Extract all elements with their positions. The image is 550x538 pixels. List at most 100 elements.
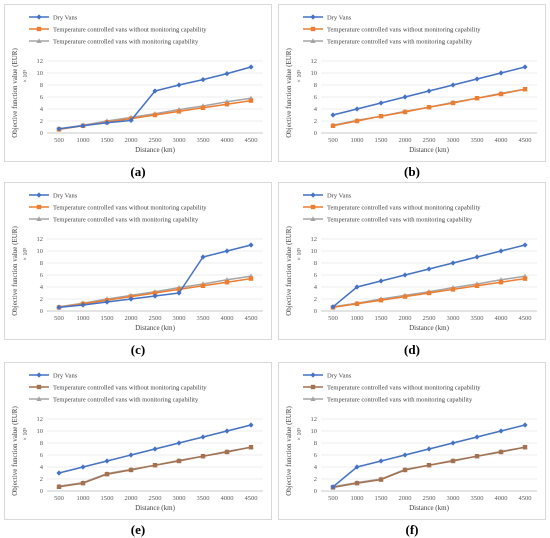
y-tick-label: 12 <box>311 416 318 423</box>
data-point <box>248 64 254 70</box>
x-tick-label: 2500 <box>423 315 436 322</box>
line-chart: Dry Vans Temperature controlled vans with… <box>11 14 263 154</box>
data-point <box>152 88 158 94</box>
data-point <box>152 290 158 296</box>
legend-marker <box>36 38 42 43</box>
chart-panel-4: Dry Vans Temperature controlled vans with… <box>278 182 546 340</box>
legend-label: Temperature controlled vans without moni… <box>53 384 207 391</box>
y-tick-label: 12 <box>37 58 44 65</box>
data-point <box>224 428 230 434</box>
x-tick-label: 4500 <box>245 495 258 502</box>
data-point <box>330 304 336 310</box>
y-axis-label: Objective function value (EUR) <box>11 48 19 138</box>
legend-marker <box>310 26 316 32</box>
data-point <box>224 71 230 77</box>
data-point <box>354 284 360 290</box>
data-point <box>450 82 456 88</box>
x-tick-label: 1500 <box>375 315 388 322</box>
data-point <box>104 472 110 477</box>
y-axis-exponent: × 10⁵ <box>23 70 29 83</box>
data-point <box>152 293 158 299</box>
x-tick-label: 3500 <box>471 315 484 322</box>
data-point <box>450 260 456 266</box>
legend-label: Temperature controlled vans with monitor… <box>327 38 473 45</box>
y-tick-label: 6 <box>314 452 318 459</box>
y-tick-label: 8 <box>40 260 43 267</box>
series-line <box>58 66 252 130</box>
legend-label: Temperature controlled vans with monitor… <box>327 396 473 403</box>
y-axis-exponent: × 10⁵ <box>297 428 303 441</box>
x-tick-label: 4000 <box>495 495 508 502</box>
legend-marker <box>36 372 42 378</box>
data-point <box>474 283 480 288</box>
data-point <box>426 266 432 272</box>
data-point <box>498 428 504 434</box>
data-point <box>128 467 134 473</box>
x-tick-label: 4500 <box>245 315 258 322</box>
data-point <box>152 463 158 468</box>
data-point <box>426 88 432 94</box>
x-tick-label: 2000 <box>399 315 412 322</box>
data-point <box>522 87 528 92</box>
y-tick-label: 4 <box>314 464 318 471</box>
y-tick-label: 2 <box>40 118 43 125</box>
x-tick-label: 2500 <box>149 137 162 144</box>
y-tick-label: 10 <box>37 70 44 77</box>
y-tick-label: 10 <box>311 248 318 255</box>
x-tick-label: 4000 <box>495 315 508 322</box>
data-point <box>104 299 110 305</box>
data-point <box>354 464 360 470</box>
legend-label: Dry Vans <box>327 14 352 21</box>
data-point <box>248 98 254 103</box>
data-point <box>128 452 134 458</box>
data-point <box>176 287 182 292</box>
data-point <box>200 77 206 83</box>
data-point <box>56 126 62 132</box>
data-point <box>224 102 230 107</box>
data-point <box>152 112 158 118</box>
series-line <box>332 244 526 308</box>
data-point <box>378 298 384 303</box>
y-axis-exponent: × 10⁵ <box>297 248 303 261</box>
x-tick-label: 2500 <box>149 315 162 322</box>
legend-marker <box>36 216 42 221</box>
data-point <box>80 123 86 129</box>
x-tick-label: 1000 <box>77 137 90 144</box>
data-point <box>248 242 254 248</box>
legend-marker <box>36 26 42 32</box>
data-point <box>426 290 432 296</box>
line-chart: Dry Vans Temperature controlled vans with… <box>11 372 263 512</box>
data-point <box>80 481 86 486</box>
chart-panel-3: Dry Vans Temperature controlled vans with… <box>4 182 272 340</box>
chart-panel-2: Dry Vans Temperature controlled vans with… <box>278 4 546 162</box>
y-tick-label: 8 <box>314 260 317 267</box>
line-chart: Dry Vans Temperature controlled vans with… <box>285 192 537 332</box>
data-point <box>128 296 134 302</box>
y-tick-label: 10 <box>311 428 318 435</box>
data-point <box>104 458 110 464</box>
x-tick-label: 4500 <box>519 315 532 322</box>
data-point <box>354 301 360 306</box>
y-tick-label: 2 <box>314 296 317 303</box>
data-point <box>354 481 360 486</box>
x-tick-label: 500 <box>328 495 338 502</box>
y-tick-label: 0 <box>314 308 317 315</box>
data-point <box>474 434 480 440</box>
data-point <box>450 100 456 106</box>
y-tick-label: 8 <box>40 82 43 89</box>
y-tick-label: 4 <box>314 106 318 113</box>
data-point <box>200 283 206 288</box>
data-point <box>498 280 504 285</box>
x-tick-label: 1500 <box>101 495 114 502</box>
y-tick-label: 0 <box>314 488 317 495</box>
y-tick-label: 12 <box>37 416 44 423</box>
legend-label: Temperature controlled vans with monitor… <box>53 38 199 45</box>
data-point <box>200 434 206 440</box>
x-tick-label: 4000 <box>495 137 508 144</box>
x-tick-label: 1500 <box>101 315 114 322</box>
data-point <box>224 280 230 285</box>
y-axis-label: Objective function value (EUR) <box>285 406 293 496</box>
series-line <box>332 424 526 488</box>
legend-label: Temperature controlled vans with monitor… <box>327 216 473 223</box>
x-tick-label: 3500 <box>197 315 210 322</box>
